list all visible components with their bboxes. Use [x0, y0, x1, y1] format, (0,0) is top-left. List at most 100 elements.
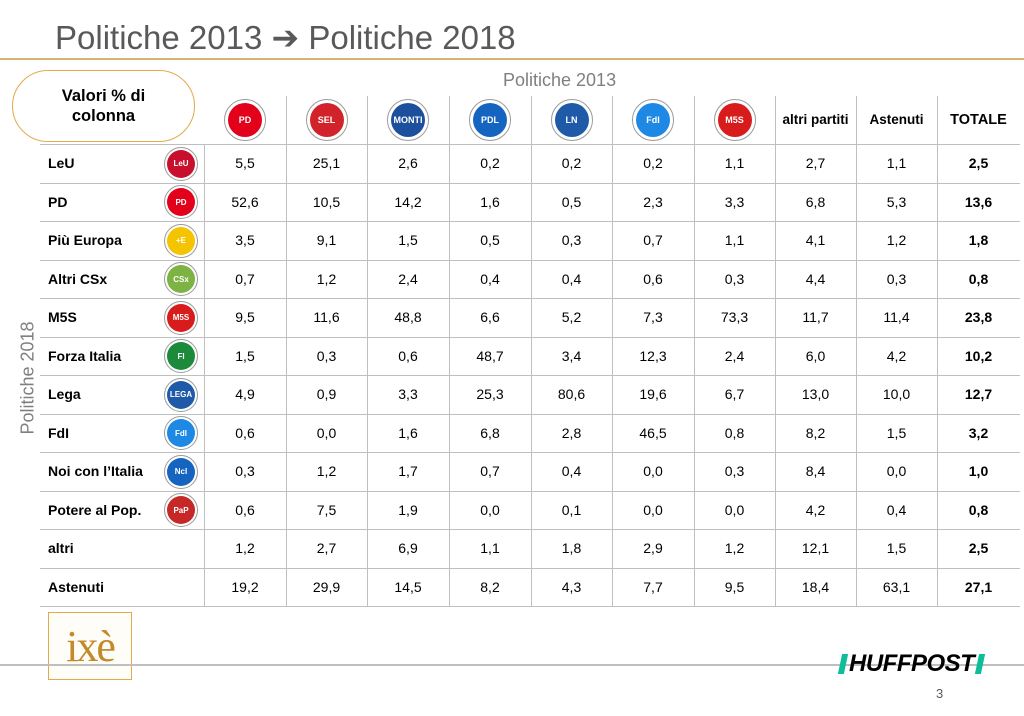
value-cell: 4,9 — [235, 386, 255, 403]
value-cell: 8,2 — [805, 424, 826, 441]
party-logo-icon: M5S — [164, 300, 198, 335]
value-cell: 10,0 — [882, 386, 911, 403]
party-logo-icon: LEGA — [164, 377, 198, 412]
value-cell: 6,8 — [805, 193, 826, 210]
total-cell: 3,2 — [968, 424, 989, 441]
party-logo-mark: CSx — [167, 265, 195, 293]
value-cell: 1,1 — [724, 155, 745, 172]
row-label: altri — [48, 540, 74, 557]
value-cell: 0,0 — [480, 501, 500, 518]
grid-hline — [40, 490, 1020, 492]
value-cell: 11,7 — [802, 309, 829, 326]
value-cell: 0,7 — [480, 463, 500, 480]
value-cell: 5,3 — [886, 193, 907, 210]
party-logo-icon: FI — [164, 339, 198, 373]
party-logo-icon: SEL — [305, 99, 348, 141]
column-header-scelta-civica: MONTI — [367, 96, 449, 144]
value-cell: 0,3 — [235, 463, 255, 480]
value-cell: 1,5 — [235, 347, 255, 364]
value-cell: 6,7 — [724, 386, 745, 403]
value-cell: 0,3 — [886, 270, 907, 287]
value-cell: 2,4 — [398, 270, 418, 287]
value-cell: 0,6 — [235, 424, 255, 441]
value-cell: 0,0 — [724, 501, 745, 518]
grid-vline — [775, 96, 776, 606]
grid-hline — [40, 529, 1020, 530]
party-logo-icon: PDL — [469, 99, 511, 141]
grid-hline — [40, 413, 1020, 415]
total-cell: 13,6 — [964, 193, 993, 210]
column-header-fdi2013: FdI — [612, 96, 694, 144]
value-cell: 0,4 — [561, 270, 582, 287]
party-logo-mark: PDL — [473, 103, 507, 137]
title-divider — [0, 58, 1024, 60]
value-cell: 1,5 — [398, 232, 418, 249]
party-logo-mark: M5S — [167, 303, 195, 332]
value-cell: 0,6 — [398, 347, 418, 364]
party-logo-icon: LN — [550, 99, 593, 141]
party-logo-mark: M5S — [717, 103, 752, 137]
value-cell: 48,7 — [476, 347, 504, 364]
party-logo-mark: LEGA — [167, 380, 195, 409]
row-label: Altri CSx — [48, 270, 108, 287]
value-cell: 11,6 — [313, 309, 340, 326]
grid-hline — [40, 144, 1020, 145]
value-cell: 25,1 — [312, 155, 341, 172]
column-group-header: Politiche 2013 — [503, 70, 617, 90]
title-from: Politiche 2013 — [55, 19, 263, 56]
party-logo-mark: PD — [167, 188, 195, 216]
party-logo-mark: LN — [554, 103, 589, 137]
row-label: FdI — [48, 424, 69, 441]
value-cell: 1,1 — [724, 232, 745, 249]
value-cell: 1,2 — [316, 270, 337, 287]
value-cell: 2,7 — [316, 540, 337, 557]
column-header-label: altri partiti — [782, 112, 849, 127]
slide-title: Politiche 2013 ➔ Politiche 2018 — [55, 18, 516, 57]
value-cell: 0,0 — [643, 501, 663, 518]
value-cell: 73,3 — [720, 309, 749, 326]
value-cell: 48,8 — [394, 309, 422, 326]
value-cell: 0,1 — [561, 501, 582, 518]
value-cell: 2,6 — [398, 155, 418, 172]
value-cell: 0,7 — [643, 232, 663, 249]
party-logo-icon: PD — [224, 99, 266, 141]
grid-hline — [40, 336, 1020, 338]
value-cell: 1,8 — [561, 540, 582, 557]
value-cell: 10,5 — [312, 193, 341, 210]
value-cell: 3,3 — [724, 193, 745, 210]
row-label: Lega — [48, 386, 81, 403]
grid-vline — [856, 96, 857, 606]
value-cell: 9,5 — [235, 309, 255, 326]
value-cell: 13,0 — [801, 386, 830, 403]
row-label: Forza Italia — [48, 347, 122, 364]
value-cell: 2,3 — [643, 193, 663, 210]
value-cell: 6,0 — [805, 347, 826, 364]
total-cell: 27,1 — [964, 578, 993, 595]
value-cell: 1,6 — [398, 424, 418, 441]
value-cell: 11,4 — [883, 309, 910, 326]
column-header-astenuti2013: Astenuti — [856, 96, 937, 144]
column-header-altri-partiti: altri partiti — [775, 96, 856, 144]
column-header-pdl: PDL — [449, 96, 531, 144]
grid-hline — [40, 452, 1020, 453]
title-to: Politiche 2018 — [308, 19, 516, 56]
party-logo-icon: CSx — [164, 262, 198, 296]
arrow-right-icon: ➔ — [271, 19, 300, 56]
value-cell: 0,9 — [316, 386, 337, 403]
grid-vline — [449, 96, 450, 606]
party-logo-icon: PaP — [164, 493, 198, 527]
page-number: 3 — [936, 686, 944, 701]
value-cell: 14,5 — [394, 578, 422, 595]
row-label: Noi con l’Italia — [48, 463, 143, 480]
value-cell: 14,2 — [394, 193, 422, 210]
value-cell: 3,5 — [235, 232, 255, 249]
grid-hline — [40, 567, 1020, 569]
value-cell: 0,3 — [316, 347, 337, 364]
party-logo-icon: NcI — [164, 454, 198, 489]
value-cell: 7,5 — [316, 501, 337, 518]
party-logo-icon: LeU — [164, 146, 198, 181]
value-cell: 0,7 — [235, 270, 255, 287]
party-logo-icon: PD — [164, 185, 198, 219]
row-label: Potere al Pop. — [48, 501, 142, 518]
value-cell: 19,6 — [639, 386, 667, 403]
